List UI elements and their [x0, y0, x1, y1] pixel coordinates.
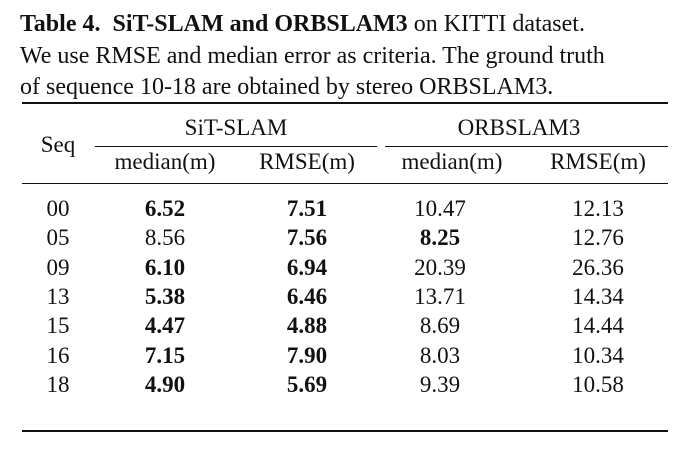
caption-line-2: We use RMSE and median error as criteria…	[20, 43, 605, 69]
value-cell: 8.25	[419, 225, 461, 251]
caption-title: SiT-SLAM and ORBSLAM3	[112, 11, 408, 37]
caption-line-1: Table 4. SiT-SLAM and ORBSLAM3 on KITTI …	[20, 9, 585, 40]
value-cell: 7.56	[286, 225, 328, 251]
top-rule	[22, 102, 668, 104]
value-cell: 4.47	[144, 313, 186, 339]
subheader: RMSE(m)	[259, 149, 355, 174]
group-header-sitslam: SiT-SLAM	[184, 115, 288, 140]
value-cell: 10.47	[414, 196, 466, 221]
seq-header: Seq	[40, 132, 76, 157]
value-cell: 8.69	[419, 313, 461, 339]
seq-cell: 05	[46, 225, 70, 251]
value-cell: 13.71	[414, 283, 466, 309]
subheader: RMSE(m)	[550, 149, 646, 174]
seq-cell: 15	[46, 313, 70, 339]
subheader: median(m)	[114, 149, 216, 174]
value-cell: 4.90	[144, 371, 186, 397]
value-cell: 14.34	[572, 283, 624, 309]
caption-line-3: of sequence 10-18 are obtained by stereo…	[20, 74, 554, 100]
seq-cell: 18	[46, 371, 70, 397]
value-cell: 5.38	[144, 283, 186, 309]
value-cell: 7.90	[286, 342, 328, 368]
bottom-rule	[22, 430, 668, 432]
value-cell: 10.58	[572, 371, 624, 397]
value-cell: 10.34	[572, 342, 624, 368]
value-cell: 20.39	[414, 254, 466, 280]
value-cell: 6.52	[144, 196, 186, 221]
value-cell: 4.88	[286, 313, 328, 339]
seq-cell: 09	[46, 254, 70, 280]
group-header-orbslam3: ORBSLAM3	[457, 115, 581, 140]
value-cell: 6.10	[144, 254, 186, 280]
value-cell: 26.36	[572, 254, 624, 280]
seq-cell: 13	[46, 283, 70, 309]
seq-cell: 00	[46, 196, 70, 221]
cmidrule-orbslam3	[385, 146, 668, 147]
value-cell: 5.69	[286, 371, 328, 397]
value-cell: 7.51	[286, 196, 328, 221]
value-cell: 8.03	[419, 342, 461, 368]
value-cell: 8.56	[144, 225, 186, 251]
seq-cell: 16	[46, 342, 70, 368]
table-label: Table 4.	[20, 11, 101, 37]
caption-text: on KITTI dataset.	[413, 11, 585, 37]
value-cell: 9.39	[419, 371, 461, 397]
value-cell: 7.15	[144, 342, 186, 368]
cmidrule-sitslam	[95, 146, 377, 147]
value-cell: 6.94	[286, 254, 328, 280]
subheader: median(m)	[401, 149, 503, 174]
value-cell: 6.46	[286, 283, 328, 309]
value-cell: 12.13	[572, 196, 624, 221]
mid-rule	[22, 183, 668, 184]
value-cell: 12.76	[572, 225, 624, 251]
value-cell: 14.44	[572, 313, 624, 339]
